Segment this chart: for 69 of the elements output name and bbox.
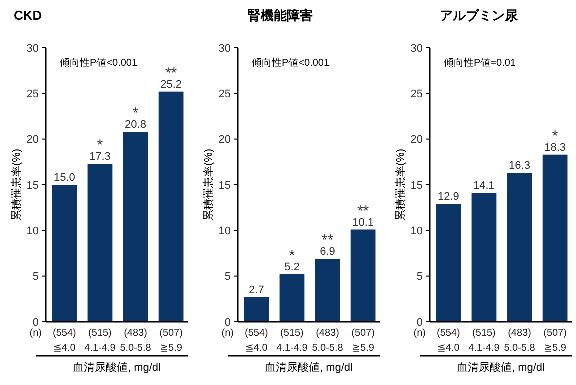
annotation: 傾向性P値=0.01 xyxy=(444,57,516,69)
y-tick-label: 10 xyxy=(410,226,423,238)
bar xyxy=(472,193,497,322)
y-tick-label: 30 xyxy=(410,42,423,55)
text: (n) xyxy=(414,328,426,339)
x-tick-label: (554) ≦4.0 xyxy=(245,328,268,354)
x-tick-label: (515) 4.1-4.9 xyxy=(84,328,116,354)
y-axis-title: 累積罹患率(%) xyxy=(394,148,407,222)
bar xyxy=(123,132,148,322)
y-tick-label: 20 xyxy=(218,134,231,146)
data-label: 15.0 xyxy=(54,172,76,184)
y-tick-label: 10 xyxy=(26,226,39,238)
y-tick-label: 0 xyxy=(416,316,423,329)
y-tick-label: 15 xyxy=(410,180,423,192)
data-label: 2.7 xyxy=(249,284,264,296)
bar xyxy=(244,297,270,322)
y-tick-label: 25 xyxy=(218,88,231,101)
annotation: 傾向性P値<0.001 xyxy=(252,57,330,69)
y-tick-label: 5 xyxy=(32,271,39,284)
chart-title: 腎機能障害 xyxy=(248,8,313,23)
data-label: 5.2 xyxy=(284,262,300,274)
bar xyxy=(52,185,78,322)
x-tick-label: (507) ≧5.9 xyxy=(352,328,375,354)
y-tick-label: 20 xyxy=(410,134,423,146)
data-label: 25.2 xyxy=(160,78,182,91)
x-axis-title: 血清尿酸値, mg/dl xyxy=(264,361,354,374)
y-tick-label: 10 xyxy=(218,226,231,238)
y-tick-label: 0 xyxy=(224,316,231,329)
annotation: 傾向性P値<0.001 xyxy=(60,57,138,69)
bar xyxy=(315,258,340,322)
y-axis-title: 累積罹患率(%) xyxy=(202,148,215,222)
chart-title: アルブミン尿 xyxy=(440,8,519,23)
y-tick-label: 15 xyxy=(218,180,231,192)
text: (n) xyxy=(222,328,234,339)
data-label: 20.8 xyxy=(125,119,146,132)
y-axis-title: 累積罹患率(%) xyxy=(10,148,23,222)
bar xyxy=(88,164,113,322)
bar xyxy=(436,204,462,322)
x-tick-label: (554) ≦4.0 xyxy=(53,328,76,354)
bar xyxy=(350,230,376,322)
bar xyxy=(158,92,184,322)
x-axis-title: 血清尿酸値, mg/dl xyxy=(72,361,162,374)
y-tick-label: 25 xyxy=(26,88,39,101)
chart-title: CKD xyxy=(14,8,42,23)
data-label: 17.3 xyxy=(90,150,111,163)
data-label: 12.9 xyxy=(438,191,460,204)
x-tick-label: (507) ≧5.9 xyxy=(160,328,183,354)
x-tick-label: (483) 5.0-5.8 xyxy=(312,328,344,354)
data-label: 14.1 xyxy=(474,180,495,192)
bar xyxy=(280,274,305,322)
y-tick-label: 25 xyxy=(410,88,423,101)
text: (n) xyxy=(30,328,42,339)
y-tick-label: 0 xyxy=(32,316,39,329)
y-tick-label: 20 xyxy=(26,134,39,146)
y-tick-label: 30 xyxy=(26,42,39,55)
x-tick-label: (507) ≧5.9 xyxy=(544,328,567,354)
y-tick-label: 30 xyxy=(218,42,231,55)
x-tick-label: (515) 4.1-4.9 xyxy=(276,328,308,354)
x-tick-label: (554) ≦4.0 xyxy=(437,328,460,354)
x-tick-label: (483) 5.0-5.8 xyxy=(504,328,536,354)
x-tick-label: (515) 4.1-4.9 xyxy=(468,328,500,354)
y-tick-label: 5 xyxy=(224,271,231,284)
bar xyxy=(542,154,568,322)
data-label: 16.3 xyxy=(509,160,530,172)
y-tick-label: 5 xyxy=(416,271,423,284)
x-axis-title: 血清尿酸値, mg/dl xyxy=(456,361,546,374)
bar xyxy=(507,173,532,322)
x-tick-label: (483) 5.0-5.8 xyxy=(120,328,152,354)
y-tick-label: 15 xyxy=(26,180,39,192)
